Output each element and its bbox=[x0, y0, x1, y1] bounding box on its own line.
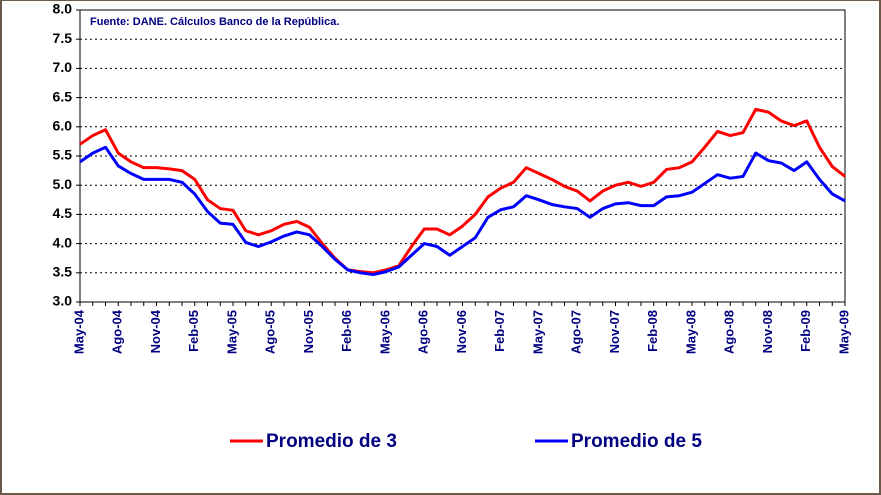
x-tick-label: May-06 bbox=[377, 310, 392, 354]
legend-label: Promedio de 5 bbox=[571, 431, 702, 452]
y-tick-label: 3.0 bbox=[53, 293, 73, 309]
legend-label: Promedio de 3 bbox=[266, 431, 397, 452]
x-tick-label: Nov-05 bbox=[301, 310, 316, 353]
y-tick-label: 4.0 bbox=[53, 234, 73, 250]
x-tick-label: Ago-06 bbox=[416, 310, 431, 354]
x-tick-label: Ago-04 bbox=[110, 309, 125, 354]
y-tick-label: 6.5 bbox=[53, 88, 73, 104]
x-tick-label: Nov-07 bbox=[607, 310, 622, 353]
y-tick-label: 5.0 bbox=[53, 176, 73, 192]
y-tick-label: 5.5 bbox=[53, 147, 73, 163]
x-tick-label: May-08 bbox=[683, 310, 698, 354]
x-tick-label: Feb-09 bbox=[798, 310, 813, 352]
x-tick-label: Nov-04 bbox=[148, 309, 163, 353]
y-tick-label: 7.5 bbox=[53, 30, 73, 46]
x-tick-label: Ago-08 bbox=[722, 310, 737, 354]
y-tick-label: 6.0 bbox=[53, 118, 73, 134]
x-tick-label: May-04 bbox=[71, 309, 86, 354]
x-tick-label: May-07 bbox=[530, 310, 545, 354]
x-tick-label: Nov-06 bbox=[454, 310, 469, 353]
y-tick-label: 8.0 bbox=[53, 1, 73, 17]
x-tick-label: Feb-08 bbox=[645, 310, 660, 352]
x-tick-label: May-05 bbox=[224, 310, 239, 354]
x-tick-label: Nov-08 bbox=[760, 310, 775, 353]
y-tick-label: 3.5 bbox=[53, 264, 73, 280]
y-tick-label: 4.5 bbox=[53, 205, 73, 221]
x-tick-label: Feb-06 bbox=[339, 310, 354, 352]
x-tick-label: Ago-05 bbox=[263, 310, 278, 354]
plot-area bbox=[79, 9, 846, 303]
annotation: Fuente: DANE. Cálculos Banco de la Repúb… bbox=[90, 16, 339, 28]
x-tick-label: Feb-07 bbox=[492, 310, 507, 352]
x-tick-label: Feb-05 bbox=[186, 310, 201, 352]
series-line bbox=[79, 107, 846, 275]
series-line bbox=[79, 145, 846, 277]
y-tick-label: 7.0 bbox=[53, 59, 73, 75]
x-tick-label: Ago-07 bbox=[569, 310, 584, 354]
x-tick-label: May-09 bbox=[836, 310, 851, 354]
